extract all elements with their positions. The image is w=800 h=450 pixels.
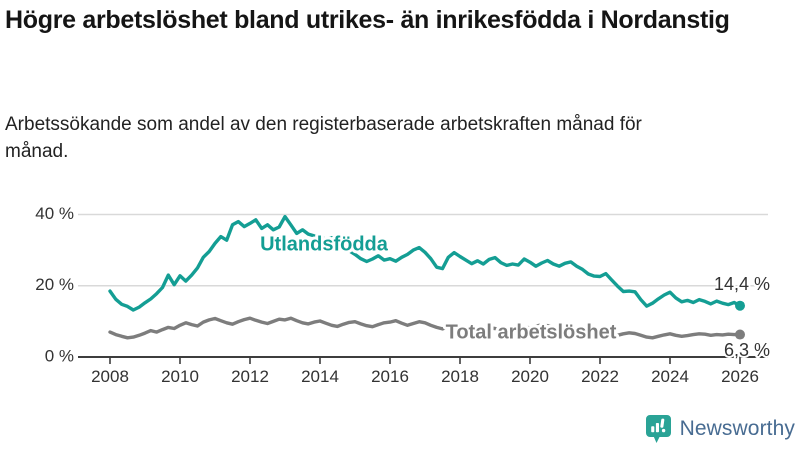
series-line-utlandsfodda bbox=[108, 214, 742, 312]
x-tick-label: 2008 bbox=[91, 367, 129, 386]
unemployment-chart: 2008 2010 2012 2014 2016 2018 2020 2022 2024 2026… bbox=[0, 196, 800, 406]
y-tick-label: 20 % bbox=[35, 275, 74, 294]
y-tick-label: 40 % bbox=[35, 204, 74, 223]
line-chart-svg: 2008 2010 2012 2014 2016 2018 2020 2022 2024 2026… bbox=[35, 204, 772, 386]
page-title: Högre arbetslöshet bland utrikes- än inr… bbox=[5, 6, 730, 34]
x-tick-label: 2026 bbox=[721, 367, 759, 386]
x-tick-label: 2010 bbox=[161, 367, 199, 386]
x-tick-label: 2018 bbox=[441, 367, 479, 386]
x-tick-label: 2016 bbox=[371, 367, 409, 386]
x-tick-label: 2024 bbox=[651, 367, 689, 386]
end-value-label: 14,4 % bbox=[714, 274, 770, 294]
series-end-dot bbox=[735, 329, 746, 340]
newsworthy-logo: Newsworthy bbox=[645, 414, 795, 444]
series-label-utlandsfodda: Utlandsfödda bbox=[260, 233, 389, 255]
series-label-total: Total arbetslöshet bbox=[446, 321, 617, 343]
x-tick-label: 2014 bbox=[301, 367, 339, 386]
x-tick-label: 2012 bbox=[231, 367, 269, 386]
series-line-total bbox=[108, 316, 742, 340]
x-tick-label: 2022 bbox=[581, 367, 619, 386]
page-subtitle: Arbetssökande som andel av den registerb… bbox=[5, 114, 642, 162]
y-tick-label: 0 % bbox=[45, 346, 74, 365]
x-tick-label: 2020 bbox=[511, 367, 549, 386]
brand-name: Newsworthy bbox=[679, 417, 795, 440]
series-end-dot bbox=[735, 300, 746, 311]
end-value-label: 6,3 % bbox=[724, 340, 770, 360]
newsworthy-chart-bubble-icon bbox=[645, 415, 671, 443]
